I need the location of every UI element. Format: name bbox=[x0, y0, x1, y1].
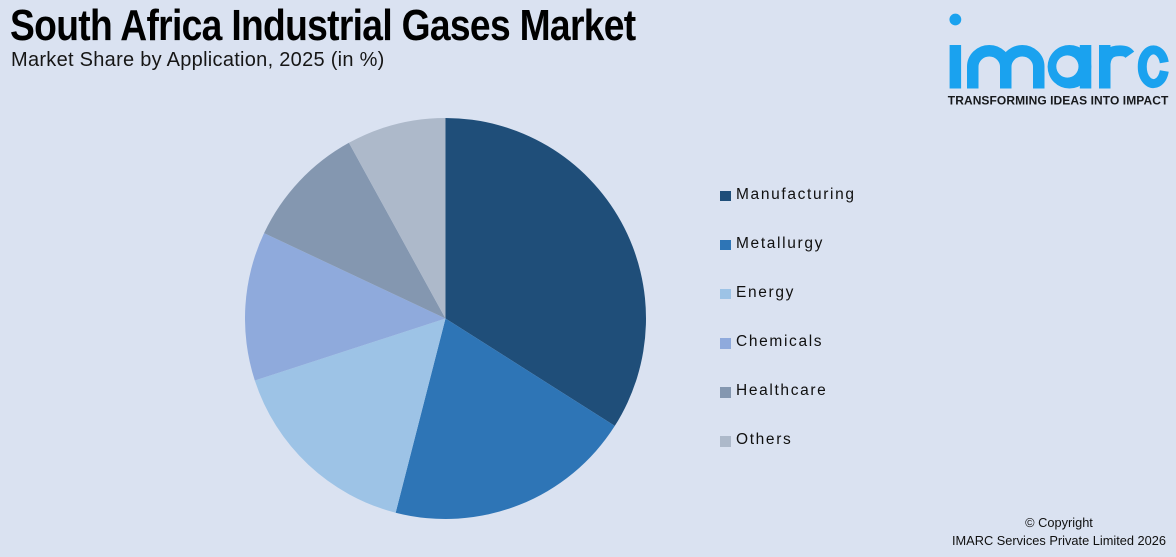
svg-text:TRANSFORMING IDEAS INTO IMPACT: TRANSFORMING IDEAS INTO IMPACT bbox=[948, 94, 1169, 108]
